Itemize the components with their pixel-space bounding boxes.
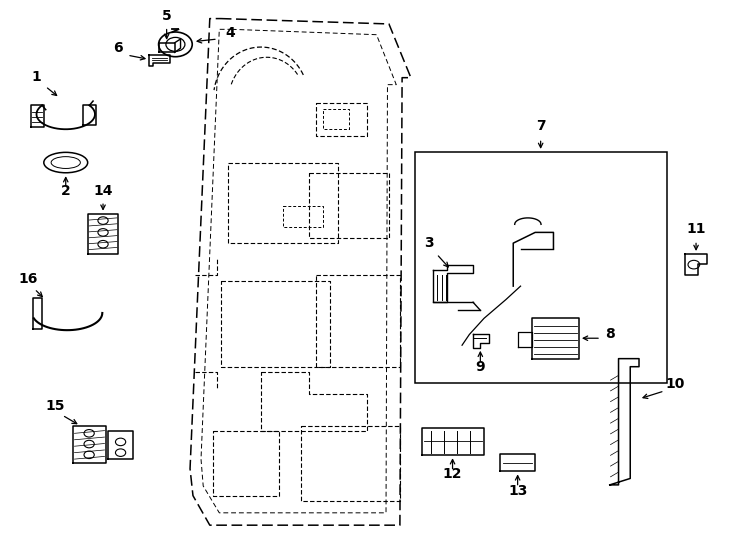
Text: 5: 5 — [161, 9, 172, 23]
Text: 3: 3 — [424, 236, 434, 250]
Text: 12: 12 — [443, 468, 462, 482]
Text: 10: 10 — [666, 377, 686, 391]
Text: 2: 2 — [61, 184, 70, 198]
Text: 13: 13 — [508, 483, 527, 497]
Text: 6: 6 — [113, 42, 123, 56]
Text: 8: 8 — [606, 327, 615, 341]
Bar — [415, 152, 666, 383]
Text: 1: 1 — [32, 70, 41, 84]
Text: 4: 4 — [225, 26, 235, 40]
Text: 15: 15 — [45, 399, 65, 413]
Text: 9: 9 — [476, 360, 485, 374]
Text: 11: 11 — [686, 222, 706, 237]
Text: 7: 7 — [536, 119, 545, 133]
Text: 14: 14 — [93, 184, 113, 198]
Text: 16: 16 — [19, 273, 38, 286]
